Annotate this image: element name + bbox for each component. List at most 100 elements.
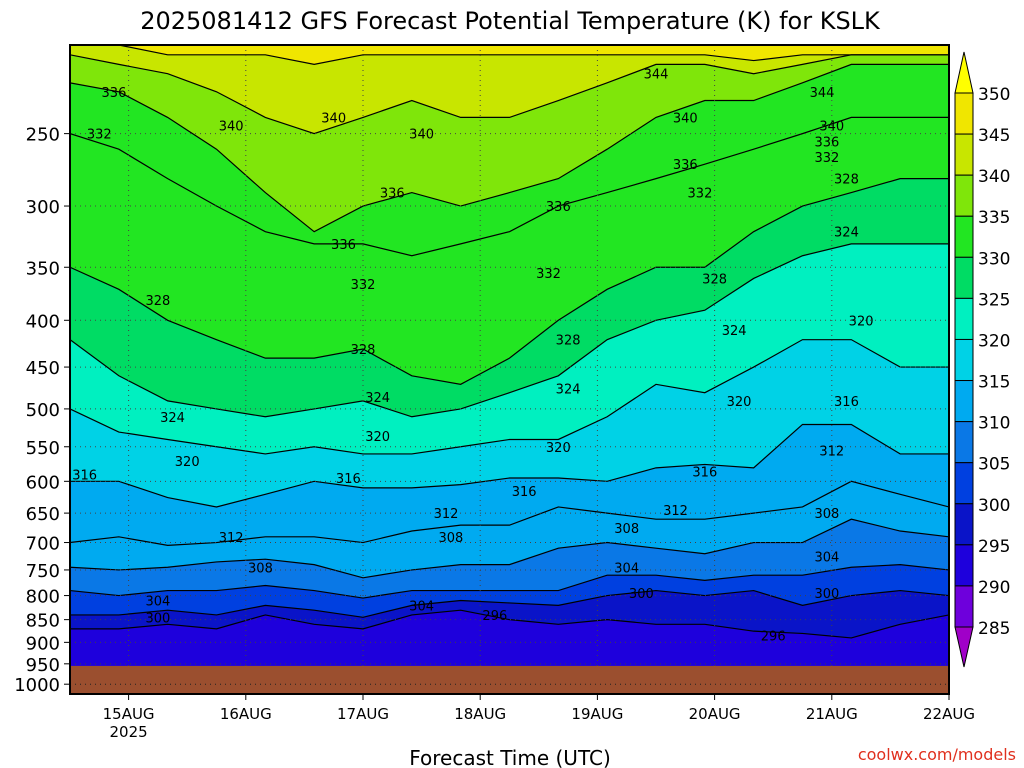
contour-label-312: 312 [219, 531, 244, 546]
contour-label-328: 328 [556, 334, 581, 349]
contour-label-316: 316 [72, 469, 97, 484]
plot-frame [69, 44, 950, 695]
contour-label-324: 324 [834, 226, 859, 241]
colorbar-label-310: 310 [978, 414, 1010, 434]
contour-label-336: 336 [331, 238, 356, 253]
colorbar-swatch-315 [954, 380, 974, 423]
contour-label-324: 324 [722, 324, 747, 339]
contour-label-324: 324 [556, 383, 581, 398]
contour-line-layer [70, 45, 949, 639]
contour-line-316 [70, 423, 949, 508]
contour-label-layer: 3363323403403403443403443403363323283363… [72, 68, 873, 645]
colorbar: 285 290 295 300 305 310 315 320 325 330 335 340 345 3… [954, 51, 1010, 668]
y-tick-label-850: 850 [26, 611, 60, 632]
y-tick-label-1000: 1000 [14, 675, 60, 696]
x-tick-label-16AUG: 16AUG [220, 705, 272, 723]
colorbar-label-295: 295 [978, 537, 1010, 557]
contour-label-316: 316 [692, 465, 717, 480]
colorbar-label-315: 315 [978, 373, 1010, 393]
band-fill-324 [70, 178, 949, 417]
contour-label-320: 320 [849, 314, 874, 329]
x-tick-label-20AUG: 20AUG [689, 705, 741, 723]
x-tick-label-21AUG: 21AUG [806, 705, 858, 723]
chart-title: 2025081412 GFS Forecast Potential Temper… [140, 7, 881, 35]
contour-label-332: 332 [536, 267, 561, 282]
contour-label-316: 316 [834, 395, 859, 410]
contour-label-320: 320 [727, 395, 752, 410]
contour-line-332 [70, 116, 949, 257]
y-tick-label-800: 800 [26, 587, 60, 608]
band-fill-304 [70, 519, 949, 599]
contour-label-344: 344 [644, 68, 669, 83]
contour-line-344 [70, 45, 949, 65]
contour-label-304: 304 [409, 599, 434, 614]
contour-label-328: 328 [834, 173, 859, 188]
x-tick-sublabel: 2025 [110, 723, 148, 741]
contour-label-304: 304 [614, 561, 639, 576]
contour-label-308: 308 [248, 561, 273, 576]
x-tick-label-17AUG: 17AUG [337, 705, 389, 723]
y-tick-label-650: 650 [26, 504, 60, 525]
colorbar-label-290: 290 [978, 578, 1010, 598]
x-axis-label: Forecast Time (UTC) [409, 746, 611, 768]
contour-label-320: 320 [175, 455, 200, 470]
contour-line-308 [70, 518, 949, 579]
contour-label-304: 304 [145, 595, 170, 610]
ground-surface [70, 665, 949, 694]
y-tick-label-600: 600 [26, 472, 60, 493]
contour-line-340 [70, 54, 949, 135]
colorbar-label-330: 330 [978, 249, 1010, 269]
contour-label-324: 324 [160, 411, 185, 426]
band-fill-296 [70, 590, 949, 638]
y-tick-label-250: 250 [26, 125, 60, 146]
contour-line-304 [70, 564, 949, 599]
contour-label-312: 312 [819, 444, 844, 459]
contour-label-296: 296 [761, 630, 786, 645]
colorbar-label-345: 345 [978, 126, 1010, 146]
contour-line-328 [70, 178, 949, 385]
contour-line-296 [70, 609, 949, 639]
band-fill-332 [70, 64, 949, 256]
contour-label-300: 300 [145, 611, 170, 626]
contour-label-328: 328 [351, 343, 376, 358]
band-fill-328 [70, 117, 949, 385]
contour-label-336: 336 [673, 158, 698, 173]
contour-label-300: 300 [815, 587, 840, 602]
colorbar-swatch-320 [954, 338, 974, 382]
contour-label-336: 336 [102, 86, 127, 101]
colorbar-swatch-290 [954, 585, 974, 628]
contour-line-312 [70, 480, 949, 546]
contour-label-332: 332 [688, 187, 713, 202]
contour-label-312: 312 [663, 504, 688, 519]
colorbar-swatch-335 [954, 215, 974, 258]
contour-line-300 [70, 589, 949, 618]
y-tick-label-750: 750 [26, 561, 60, 582]
contour-label-296: 296 [482, 609, 507, 624]
contour-label-340: 340 [219, 120, 244, 135]
colorbar-top-arrow [954, 51, 974, 94]
y-tick-label-500: 500 [26, 400, 60, 421]
y-tick-label-350: 350 [26, 258, 60, 279]
contour-label-336: 336 [380, 187, 405, 202]
y-tick-label-450: 450 [26, 358, 60, 379]
contour-label-340: 340 [673, 111, 698, 126]
contour-label-328: 328 [702, 272, 727, 287]
contour-label-320: 320 [365, 430, 390, 445]
contour-label-332: 332 [87, 128, 112, 143]
credit-text: coolwx.com/models [858, 745, 1016, 764]
colorbar-label-325: 325 [978, 290, 1010, 310]
contour-label-332: 332 [351, 278, 376, 293]
contour-label-336: 336 [546, 200, 571, 215]
contour-label-340: 340 [409, 128, 434, 143]
colorbar-swatch-325 [954, 297, 974, 340]
colorbar-swatch-345 [954, 133, 974, 176]
colorbar-swatch-330 [954, 256, 974, 299]
y-tick-label-550: 550 [26, 438, 60, 459]
contour-label-304: 304 [815, 550, 840, 565]
contour-label-328: 328 [145, 294, 170, 309]
colorbar-label-285: 285 [978, 619, 1010, 639]
colorbar-label-350: 350 [978, 85, 1010, 105]
y-tick-label-400: 400 [26, 311, 60, 332]
